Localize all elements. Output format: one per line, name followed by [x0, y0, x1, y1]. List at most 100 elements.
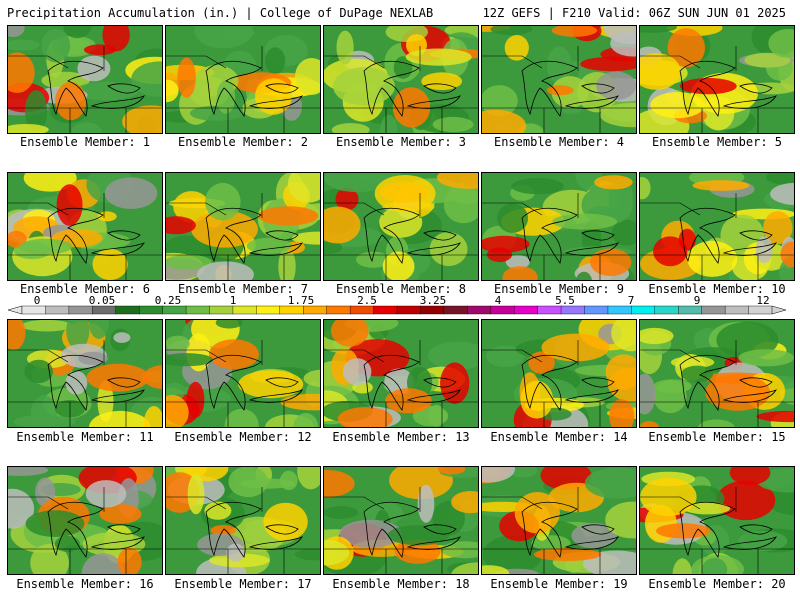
- member-label-text: Ensemble Member:: [493, 282, 617, 296]
- member-number: 9: [616, 282, 625, 296]
- member-label-text: Ensemble Member:: [332, 577, 456, 591]
- member-label: Ensemble Member: 1: [7, 135, 163, 149]
- member-label: Ensemble Member: 3: [323, 135, 479, 149]
- colorbar-min-arrow: [7, 305, 23, 315]
- colorbar-swatch: [467, 305, 492, 315]
- precip-field: [482, 320, 636, 427]
- colorbar-swatch: [68, 305, 93, 315]
- member-number: 14: [613, 430, 628, 444]
- member-number: 1: [142, 135, 151, 149]
- colorbar-swatch: [21, 305, 46, 315]
- state-borders: [324, 193, 478, 280]
- member-label-text: Ensemble Member:: [648, 430, 772, 444]
- colorbar-swatch: [724, 305, 750, 315]
- colorbar-swatch: [607, 305, 632, 315]
- member-number: 17: [297, 577, 312, 591]
- member-number: 7: [300, 282, 309, 296]
- ensemble-member-map: [481, 319, 637, 428]
- state-borders: [482, 487, 636, 574]
- colorbar-tick-label: 0.25: [155, 295, 182, 307]
- ensemble-member-map: [165, 319, 321, 428]
- precip-field: [640, 26, 794, 133]
- precip-field: [640, 173, 794, 280]
- member-label: Ensemble Member: 19: [481, 577, 637, 591]
- ensemble-member-map: [323, 319, 479, 428]
- colorbar-swatch: [232, 305, 257, 315]
- colorbar-swatch: [560, 305, 585, 315]
- precip-field: [324, 26, 478, 133]
- state-borders: [8, 340, 162, 427]
- precip-field: [8, 173, 162, 280]
- precip-field: [640, 320, 794, 427]
- colorbar-swatch: [701, 305, 726, 315]
- colorbar-swatch: [420, 305, 445, 315]
- ensemble-member-map: [481, 172, 637, 281]
- colorbar-swatch: [279, 305, 304, 315]
- member-label-text: Ensemble Member:: [648, 282, 772, 296]
- member-label-text: Ensemble Member:: [19, 282, 143, 296]
- colorbar-tick-label: 7: [628, 295, 635, 307]
- member-number: 6: [142, 282, 151, 296]
- colorbar-tick-label: 0.05: [89, 295, 116, 307]
- colorbar-tick-label: 1.75: [288, 295, 315, 307]
- ensemble-member-map: [7, 466, 163, 575]
- colorbar-swatch: [45, 305, 70, 315]
- member-label: Ensemble Member: 15: [639, 430, 795, 444]
- ensemble-member-map: [7, 25, 163, 134]
- precip-field: [166, 320, 320, 427]
- precip-field: [324, 467, 478, 574]
- colorbar-swatch: [748, 305, 773, 315]
- member-number: 10: [771, 282, 786, 296]
- ensemble-member-map: [323, 466, 479, 575]
- state-borders: [166, 487, 320, 574]
- member-label-text: Ensemble Member:: [177, 282, 301, 296]
- state-borders: [640, 46, 794, 133]
- member-label-text: Ensemble Member:: [335, 282, 459, 296]
- member-label: Ensemble Member: 17: [165, 577, 321, 591]
- member-number: 3: [458, 135, 467, 149]
- member-label-text: Ensemble Member:: [16, 577, 140, 591]
- state-borders: [482, 340, 636, 427]
- member-label: Ensemble Member: 9: [481, 282, 637, 296]
- member-label: Ensemble Member: 20: [639, 577, 795, 591]
- member-label: Ensemble Member: 11: [7, 430, 163, 444]
- state-borders: [8, 46, 162, 133]
- member-label-text: Ensemble Member:: [19, 135, 143, 149]
- precip-colorbar: 0 0.05 0.25 1 1.75 2.5 3.25 4 5.5 7 9 12: [7, 295, 787, 315]
- precip-field: [166, 173, 320, 280]
- state-borders: [324, 340, 478, 427]
- member-label-text: Ensemble Member:: [177, 135, 301, 149]
- state-borders: [8, 487, 162, 574]
- member-label: Ensemble Member: 16: [7, 577, 163, 591]
- colorbar-swatch: [326, 305, 351, 315]
- ensemble-member-map: [481, 25, 637, 134]
- colorbar-swatch: [443, 305, 468, 315]
- ensemble-member-map: [639, 172, 795, 281]
- member-label-text: Ensemble Member:: [490, 577, 614, 591]
- colorbar-swatch: [537, 305, 562, 315]
- run-valid-time: 12Z GEFS | F210 Valid: 06Z SUN JUN 01 20…: [482, 6, 786, 20]
- precip-field: [324, 173, 478, 280]
- state-borders: [482, 193, 636, 280]
- colorbar-swatch: [396, 305, 421, 315]
- state-borders: [166, 340, 320, 427]
- ensemble-member-map: [639, 319, 795, 428]
- member-label-text: Ensemble Member:: [493, 135, 617, 149]
- precip-field: [8, 467, 162, 574]
- state-borders: [640, 487, 794, 574]
- colorbar-swatch: [115, 305, 140, 315]
- precip-field: [166, 467, 320, 574]
- state-borders: [482, 46, 636, 133]
- state-borders: [640, 193, 794, 280]
- member-label-text: Ensemble Member:: [651, 135, 775, 149]
- colorbar-swatch: [490, 305, 515, 315]
- colorbar-swatch: [349, 305, 375, 315]
- member-label: Ensemble Member: 10: [639, 282, 795, 296]
- ensemble-member-map: [481, 466, 637, 575]
- colorbar-swatch: [654, 305, 679, 315]
- state-borders: [640, 340, 794, 427]
- member-number: 4: [616, 135, 625, 149]
- member-number: 18: [455, 577, 470, 591]
- map-title: Precipitation Accumulation (in.) | Colle…: [7, 6, 434, 20]
- member-label: Ensemble Member: 2: [165, 135, 321, 149]
